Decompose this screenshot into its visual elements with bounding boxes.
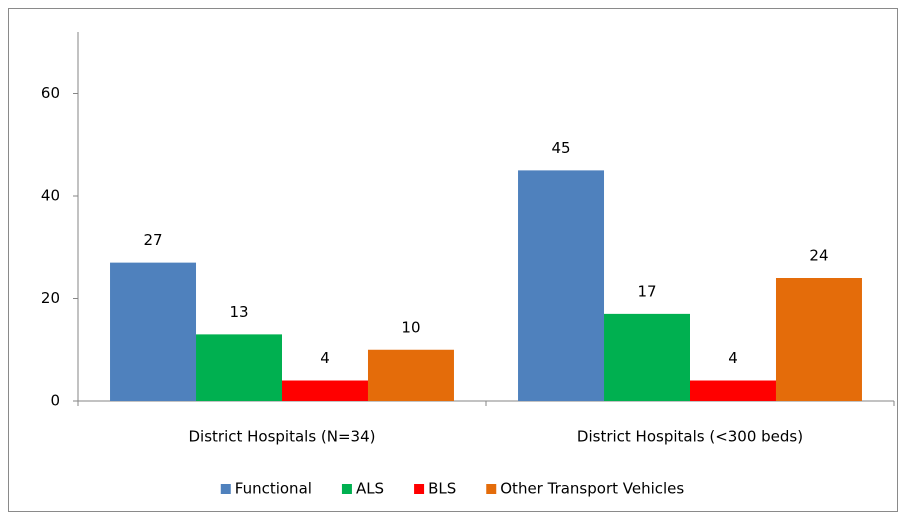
legend-label: Other Transport Vehicles [500,480,684,498]
legend-swatch [341,484,352,494]
chart-border [8,8,898,512]
legend-label: ALS [356,480,384,498]
legend-swatch [486,484,497,494]
y-tick-label: 0 [50,392,60,410]
value-label: 17 [637,282,656,300]
value-label: 4 [320,349,330,367]
bar [196,334,282,401]
legend-label: BLS [428,480,456,498]
bar [690,380,776,401]
bar [775,278,862,401]
x-tick-label: District Hospitals (N=34) [188,428,375,446]
bar [518,170,605,401]
value-label: 10 [401,318,420,336]
bar [110,262,197,401]
y-tick-label: 20 [41,289,60,307]
legend-swatch [220,484,231,494]
bar [604,313,690,401]
y-tick-label: 60 [41,84,60,102]
bar [282,380,368,401]
legend-label: Functional [235,480,312,498]
y-tick-label: 40 [41,187,60,205]
bar [367,349,454,401]
legend-swatch [414,484,425,494]
value-label: 27 [143,231,162,249]
value-label: 4 [728,349,738,367]
value-label: 24 [809,247,828,265]
value-label: 13 [229,303,248,321]
value-label: 45 [551,139,570,157]
x-tick-label: District Hospitals (<300 beds) [577,428,803,446]
